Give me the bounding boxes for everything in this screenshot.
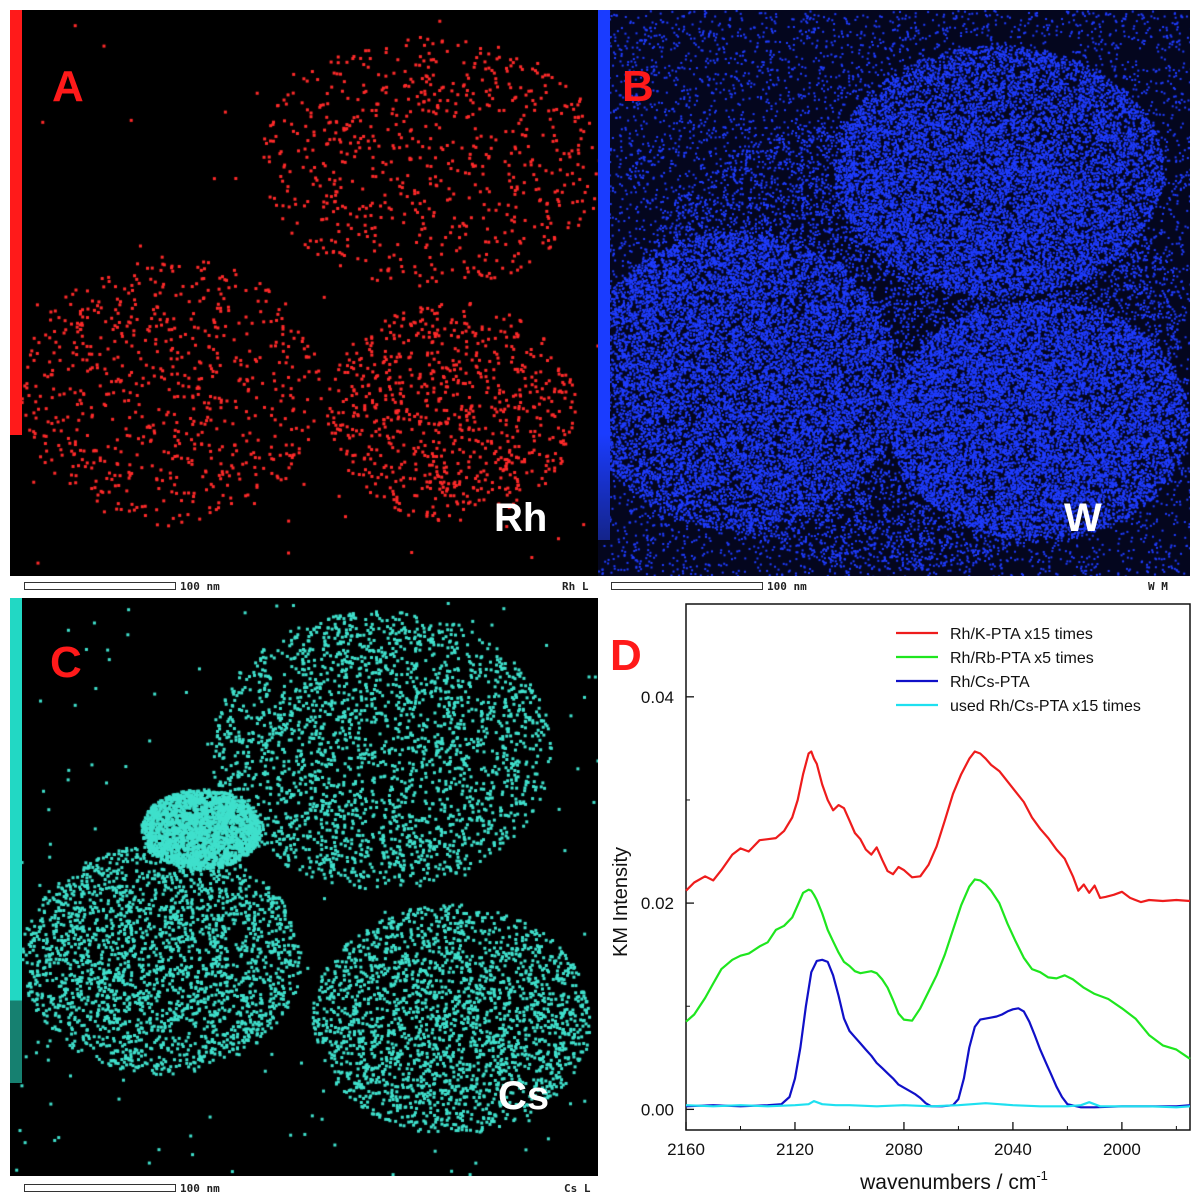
y-tick-label: 0.04: [641, 688, 674, 707]
y-tick-label: 0.00: [641, 1100, 674, 1119]
w-dot-map: [598, 10, 1190, 576]
x-tick-label: 2040: [994, 1140, 1032, 1159]
chart-axes: 2160 2120 2080 2040 2000 0.00 0.02 0.04: [641, 603, 1191, 1159]
panel-label-c: C: [50, 638, 82, 687]
element-label-cs: Cs: [498, 1074, 550, 1118]
w-color-bar: [598, 10, 610, 540]
km-intensity-chart: 2160 2120 2080 2040 2000 0.00 0.02 0.04 Rh/K-PT…: [598, 598, 1200, 1200]
w-elemental-map: B W: [598, 10, 1190, 576]
y-tick-label: 0.02: [641, 894, 674, 913]
series-line-3: [685, 1100, 1191, 1109]
scale-bar-a: 100 nm: [24, 579, 220, 593]
cs-color-bar: [10, 598, 22, 1083]
series-line-0: [685, 750, 1191, 904]
x-axis-label: wavenumbers / cm-1: [859, 1168, 1048, 1194]
scale-bar-b: 100 nm: [611, 579, 807, 593]
series-line-1: [685, 878, 1191, 1060]
legend-label-0: Rh/K-PTA x15 times: [950, 626, 1093, 643]
panel-label-a: A: [52, 62, 84, 111]
x-tick-label: 2080: [885, 1140, 923, 1159]
element-label-w: W: [1064, 496, 1102, 540]
chart-legend: Rh/K-PTA x15 times Rh/Rb-PTA x5 times Rh/C…: [896, 626, 1141, 715]
rh-dot-map: [10, 10, 598, 576]
x-axis-label-main: wavenumbers / cm: [859, 1171, 1036, 1194]
map-name-w: W M: [1148, 580, 1168, 593]
rh-elemental-map: A Rh: [10, 10, 598, 576]
x-axis-label-sup: -1: [1036, 1168, 1048, 1183]
x-tick-label: 2160: [667, 1140, 705, 1159]
cs-elemental-map: C Cs: [10, 598, 598, 1176]
chart-svg: 2160 2120 2080 2040 2000 0.00 0.02 0.04 Rh/K-PT…: [610, 603, 1191, 1194]
scale-bar-line: [24, 1184, 176, 1192]
y-axis-label: KM Intensity: [610, 847, 632, 957]
scale-bar-label: 100 nm: [180, 1181, 220, 1195]
legend-label-2: Rh/Cs-PTA: [950, 674, 1030, 691]
series-line-2: [685, 958, 1191, 1109]
legend-label-1: Rh/Rb-PTA x5 times: [950, 650, 1094, 667]
panel-label-d: D: [610, 631, 642, 680]
chart-series: [685, 750, 1191, 1109]
scale-bar-label: 100 nm: [767, 579, 807, 593]
scale-bar-label: 100 nm: [180, 579, 220, 593]
element-label-rh: Rh: [494, 496, 548, 540]
x-tick-label: 2000: [1103, 1140, 1141, 1159]
x-tick-label: 2120: [776, 1140, 814, 1159]
scale-bar-line: [611, 582, 763, 590]
legend-label-3: used Rh/Cs-PTA x15 times: [950, 698, 1141, 715]
rh-color-bar: [10, 10, 22, 435]
plot-frame: [685, 603, 1191, 1131]
cs-dot-map: [10, 598, 598, 1176]
scale-bar-c: 100 nm: [24, 1181, 220, 1195]
map-name-rh: Rh L: [562, 580, 589, 593]
map-name-cs: Cs L: [564, 1182, 591, 1195]
panel-label-b: B: [622, 62, 654, 111]
scale-bar-line: [24, 582, 176, 590]
